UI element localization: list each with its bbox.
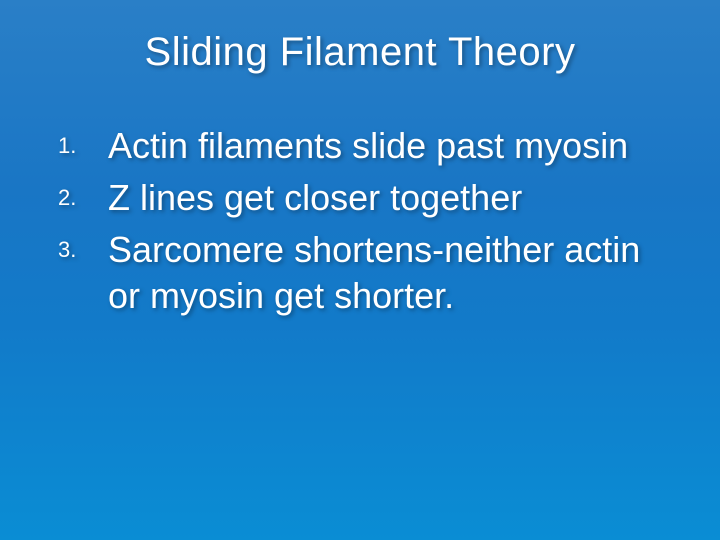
- slide-container: Sliding Filament Theory Actin filaments …: [0, 0, 720, 540]
- list-item-text: Sarcomere shortens-neither actin or myos…: [108, 227, 670, 319]
- list-item-text: Z lines get closer together: [108, 175, 670, 221]
- list-item: Actin filaments slide past myosin: [50, 123, 670, 169]
- list-item: Sarcomere shortens-neither actin or myos…: [50, 227, 670, 319]
- slide-title: Sliding Filament Theory: [50, 30, 670, 75]
- numbered-list: Actin filaments slide past myosin Z line…: [50, 123, 670, 319]
- list-item-text: Actin filaments slide past myosin: [108, 123, 670, 169]
- list-item: Z lines get closer together: [50, 175, 670, 221]
